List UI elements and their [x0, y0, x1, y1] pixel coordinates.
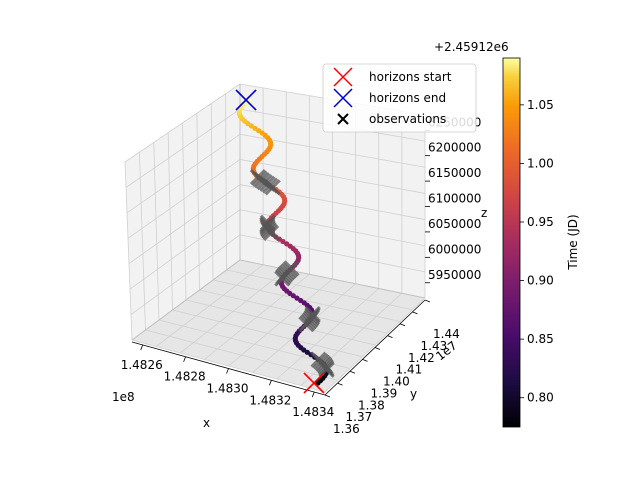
y-tick-label: 1.39 [371, 386, 398, 400]
observation-markers [249, 169, 335, 378]
colorbar-tick-label: 0.90 [527, 274, 554, 288]
colorbar-ticks: 0.80 0.85 0.90 0.95 1.00 1.05 [520, 98, 554, 405]
track-point [284, 241, 290, 247]
track-point [294, 295, 300, 301]
colorbar-label: Time (JD) [566, 214, 580, 270]
z-tick-label: 6150000 [428, 166, 481, 180]
x-offset-label: 1e8 [112, 390, 135, 404]
x-tick-label: 1.4830 [207, 382, 249, 396]
observation-marker [304, 305, 321, 323]
track-point [298, 297, 304, 304]
observation-marker [249, 169, 266, 186]
z-tick-label: 6200000 [428, 141, 481, 155]
y-tick-label: 1.43 [421, 339, 448, 353]
z-tick-label: 6050000 [428, 217, 481, 231]
horizons-end-marker [235, 89, 257, 111]
endpoint-markers [235, 89, 325, 394]
track-point [280, 238, 286, 245]
x-tick-label: 1.4834 [292, 405, 334, 419]
colorbar-tick-label: 1.00 [527, 156, 554, 170]
legend-label: observations [369, 112, 446, 126]
legend-label: horizons end [369, 91, 446, 105]
z-tick-label: 6000000 [428, 242, 481, 256]
z-ticks: 5950000 6000000 6050000 6100000 6150000 62000… [425, 115, 481, 284]
x-tick-label: 1.4832 [249, 393, 291, 407]
legend-entry: horizons start [333, 67, 452, 87]
y-tick-label: 1.37 [346, 410, 373, 424]
y-tick-label: 1.38 [358, 398, 385, 412]
legend-entry: observations [337, 112, 446, 126]
y-tick-label: 1.44 [433, 327, 460, 341]
y-tick-label: 1.36 [333, 422, 360, 436]
legend-box [322, 63, 477, 133]
track-point [252, 125, 258, 131]
y-tick-label: 1.42 [408, 351, 435, 365]
x-axis-label: x [203, 416, 210, 430]
y-ticks: 1.361.371.381.391.401.411.421.431.44 [324, 299, 460, 436]
z-tick-label: 6100000 [428, 192, 481, 206]
colorbar-tick-label: 0.80 [527, 391, 554, 405]
x-tick-label: 1.4828 [164, 370, 206, 384]
legend: horizons start horizons end observations [322, 63, 477, 133]
y-tick-label: 1.41 [396, 363, 423, 377]
observation-marker [310, 351, 327, 368]
z-tick-label: 5950000 [428, 268, 481, 282]
colorbar-offset-label: +2.45912e6 [434, 40, 509, 54]
z-axis-label: z [481, 206, 487, 220]
legend-entry: horizons end [333, 88, 446, 108]
observation-marker [283, 260, 300, 277]
colorbar-tick-label: 0.85 [527, 332, 554, 346]
track-point [256, 128, 262, 134]
colorbar: +2.45912e6 Time (JD) 0.80 0.85 0.90 0.95 1.0… [434, 40, 580, 428]
colorbar-tick-label: 0.95 [527, 215, 554, 229]
legend-label: horizons start [369, 70, 452, 84]
y-tick-label: 1.40 [383, 375, 410, 389]
y-axis-label: y [410, 387, 417, 401]
colorbar-ramp [502, 57, 521, 428]
horizons-start-marker [303, 372, 325, 394]
observation-marker [259, 214, 276, 231]
x-tick-label: 1.4826 [121, 358, 163, 372]
colorbar-tick-label: 1.05 [527, 98, 554, 112]
